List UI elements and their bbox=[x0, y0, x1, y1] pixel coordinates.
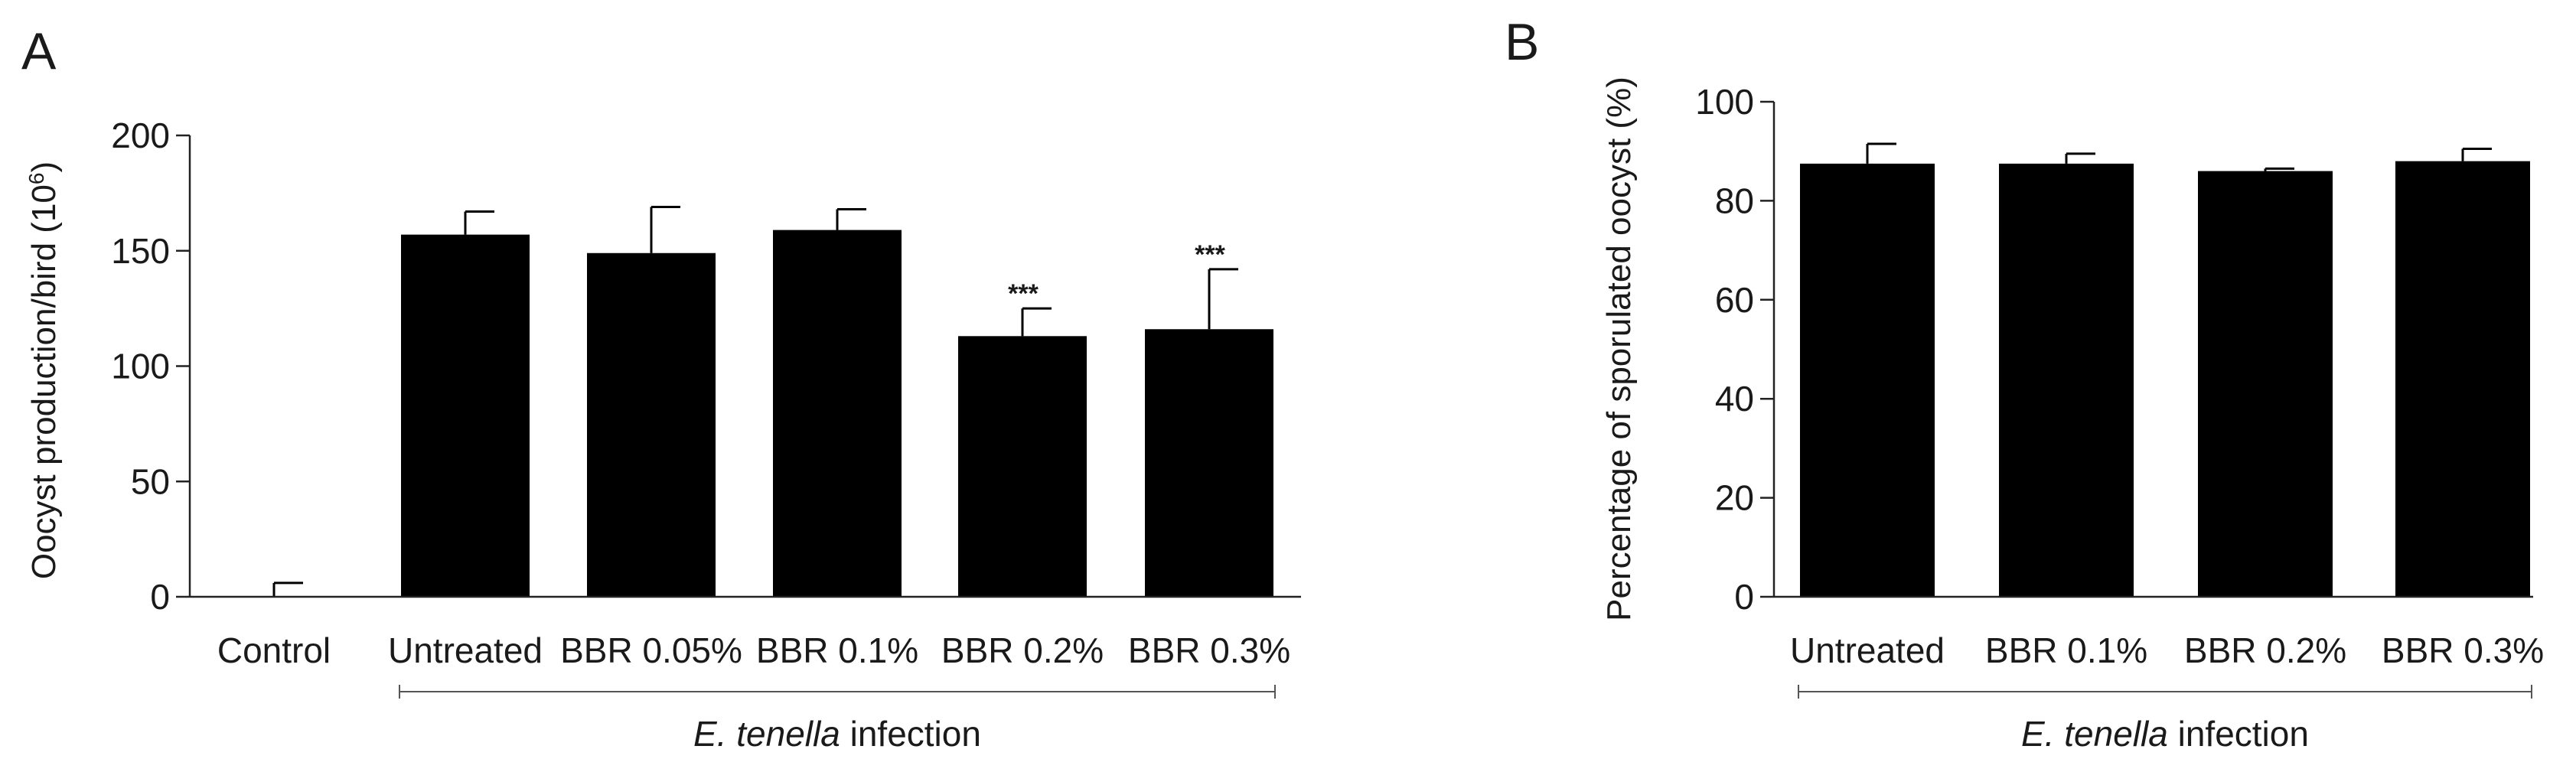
y-tick-label: 20 bbox=[1715, 478, 1754, 518]
x-tick-label: BBR 0.1% bbox=[1985, 630, 2147, 670]
bar bbox=[958, 336, 1087, 597]
panel-a-chart: A Oocyst production/bird (106) 0 50 100 150… bbox=[21, 22, 1301, 754]
x-tick-label: Untreated bbox=[1790, 630, 1945, 670]
x-tick-label: BBR 0.3% bbox=[1128, 630, 1290, 670]
panel-b-group-bracket bbox=[1798, 685, 2532, 699]
y-tick-label: 200 bbox=[111, 116, 170, 155]
panel-a-group-label: E. tenella infection bbox=[693, 714, 981, 754]
panel-b-y-ticks: 0 20 40 60 80 100 bbox=[1695, 82, 1774, 617]
significance-marker: *** bbox=[1195, 240, 1225, 269]
y-tick-label: 0 bbox=[1734, 577, 1754, 617]
panel-a-bars: *** *** bbox=[272, 205, 1273, 597]
y-tick-label: 0 bbox=[150, 577, 170, 617]
bar bbox=[773, 230, 902, 597]
bar bbox=[1999, 163, 2134, 597]
panel-a-y-axis-label: Oocyst production/bird (106) bbox=[24, 161, 64, 579]
panel-b-y-axis-label: Percentage of sporulated oocyst (%) bbox=[1600, 77, 1638, 621]
x-tick-label: Control bbox=[217, 630, 331, 670]
x-tick-label: Untreated bbox=[388, 630, 543, 670]
bar bbox=[2395, 161, 2530, 597]
panel-b-group-label: E. tenella infection bbox=[2021, 714, 2309, 754]
y-tick-label: 40 bbox=[1715, 379, 1754, 419]
y-tick-label: 50 bbox=[131, 461, 170, 501]
x-tick-label: BBR 0.1% bbox=[756, 630, 918, 670]
bar bbox=[1145, 329, 1273, 597]
panel-a-y-ticks: 0 50 100 150 200 bbox=[111, 116, 190, 617]
panel-a-x-tick-labels: Control Untreated BBR 0.05% BBR 0.1% BBR 0.2… bbox=[217, 630, 1290, 670]
significance-marker: *** bbox=[1008, 279, 1039, 308]
y-tick-label: 80 bbox=[1715, 181, 1754, 220]
panel-b-bars bbox=[1800, 142, 2530, 597]
panel-b-chart: B Percentage of sporulated oocyst (%) 0 2… bbox=[1505, 13, 2544, 754]
x-tick-label: BBR 0.2% bbox=[941, 630, 1104, 670]
bar bbox=[1800, 163, 1935, 597]
panel-a-group-bracket bbox=[399, 685, 1276, 699]
y-tick-label: 150 bbox=[111, 231, 170, 271]
y-tick-label: 100 bbox=[1695, 82, 1754, 122]
bar bbox=[2198, 171, 2333, 597]
y-tick-label: 60 bbox=[1715, 280, 1754, 320]
bar bbox=[587, 252, 716, 597]
bar bbox=[401, 234, 530, 597]
y-tick-label: 100 bbox=[111, 347, 170, 386]
panel-a-letter: A bbox=[21, 22, 57, 80]
panel-b-letter: B bbox=[1505, 13, 1539, 71]
x-tick-label: BBR 0.2% bbox=[2184, 630, 2346, 670]
panel-b-x-tick-labels: Untreated BBR 0.1% BBR 0.2% BBR 0.3% bbox=[1790, 630, 2544, 670]
x-tick-label: BBR 0.05% bbox=[560, 630, 742, 670]
x-tick-label: BBR 0.3% bbox=[2382, 630, 2544, 670]
